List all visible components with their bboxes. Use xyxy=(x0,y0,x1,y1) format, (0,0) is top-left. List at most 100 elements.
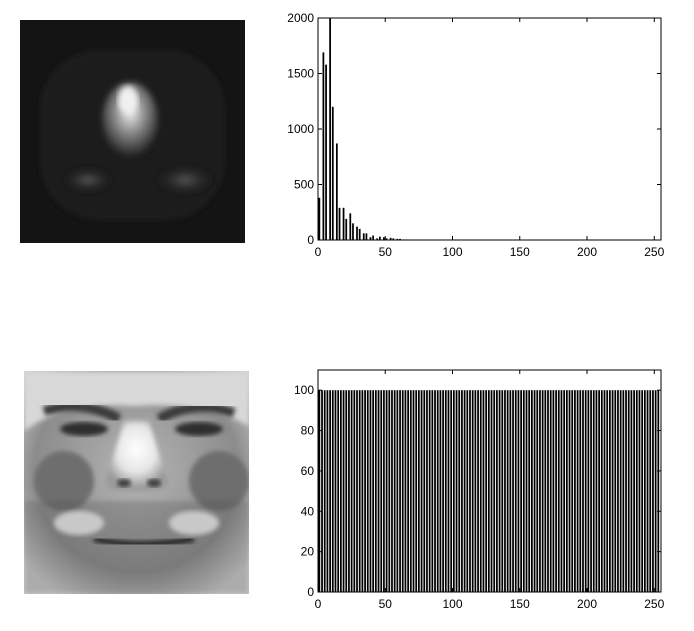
hist-equalized-bar xyxy=(517,390,520,592)
hist-equalized-bar xyxy=(321,390,323,592)
hist-equalized-bar xyxy=(323,390,326,592)
hist-equalized-bar xyxy=(630,390,633,592)
hist-equalized-bar xyxy=(584,390,587,592)
hist-equalized-bar xyxy=(439,390,442,592)
histogram-equalized: 0 50 100 150 200 250 0 20 40 60 80 100 xyxy=(294,369,665,611)
hist-original-bar xyxy=(338,207,341,240)
hist-equalized-bar xyxy=(409,390,412,592)
hist-equalized-bar xyxy=(614,390,617,592)
hist-equalized-bar xyxy=(531,390,533,592)
equalized-face-image xyxy=(24,371,249,594)
hist-equalized-bar xyxy=(603,390,606,592)
hist-original-bar xyxy=(329,18,331,240)
hist-equalized-bar xyxy=(555,390,557,592)
hist-equalized-bar xyxy=(512,390,514,592)
hist-equalized-bar xyxy=(533,390,536,592)
hist-equalized-bar xyxy=(404,390,407,592)
hist-equalized-x-tick-label: 0 xyxy=(315,597,322,611)
hist-equalized-bar xyxy=(434,390,436,592)
hist-equalized-bar xyxy=(482,390,485,592)
hist-equalized-bar xyxy=(447,390,450,592)
hist-original-bar xyxy=(331,106,334,240)
hist-equalized-bar xyxy=(318,390,321,592)
hist-equalized-bar xyxy=(345,390,348,592)
hist-equalized-bar xyxy=(598,390,600,592)
hist-original-bar xyxy=(322,52,325,240)
hist-equalized-bar xyxy=(461,390,463,592)
hist-equalized-bar xyxy=(458,390,461,592)
hist-equalized-bar xyxy=(544,390,547,592)
hist-original-bar xyxy=(318,197,321,240)
hist-original-bar xyxy=(372,235,375,240)
hist-equalized-bar xyxy=(420,390,423,592)
hist-original-bar xyxy=(335,143,338,240)
hist-equalized-bar xyxy=(643,390,646,592)
hist-equalized-bar xyxy=(635,390,638,592)
hist-equalized-bar xyxy=(490,390,493,592)
hist-original-bar xyxy=(383,237,385,240)
hist-equalized-bar xyxy=(396,390,399,592)
hist-equalized-bar xyxy=(348,390,350,592)
hist-original-x-tick-label: 150 xyxy=(510,245,530,259)
hist-original-bar xyxy=(403,239,405,240)
hist-equalized-bar xyxy=(501,390,504,592)
hist-original-bar xyxy=(325,64,327,240)
hist-equalized-bar xyxy=(442,390,444,592)
hist-equalized-bar xyxy=(606,390,609,592)
hist-original-y-tick-label: 2000 xyxy=(287,11,314,25)
hist-equalized-bar xyxy=(423,390,426,592)
hist-original-bar xyxy=(379,236,381,240)
hist-equalized-bar xyxy=(549,390,552,592)
hist-equalized-bar xyxy=(625,390,627,592)
hist-equalized-bar xyxy=(350,390,353,592)
hist-equalized-bar xyxy=(358,390,361,592)
hist-original-plot-frame xyxy=(317,17,662,241)
hist-equalized-bar xyxy=(574,390,576,592)
hist-equalized-bar xyxy=(617,390,619,592)
hist-original-bar xyxy=(389,237,392,240)
hist-original-bar xyxy=(365,233,368,240)
hist-equalized-bar xyxy=(541,390,544,592)
hist-equalized-bar xyxy=(600,390,603,592)
hist-equalized-bar xyxy=(466,390,469,592)
hist-equalized-bar xyxy=(388,390,391,592)
hist-equalized-bar xyxy=(654,390,657,592)
hist-equalized-bar xyxy=(329,390,331,592)
hist-equalized-bar xyxy=(646,390,649,592)
hist-original-y-tick-label: 1000 xyxy=(287,122,314,136)
hist-equalized-bar xyxy=(514,390,517,592)
hist-equalized-bar xyxy=(474,390,477,592)
hist-equalized-bar xyxy=(657,390,660,592)
hist-equalized-bar xyxy=(383,390,385,592)
hist-equalized-bar xyxy=(652,390,654,592)
hist-original-bar xyxy=(385,238,388,240)
hist-equalized-bar xyxy=(469,390,471,592)
hist-equalized-bar xyxy=(571,390,574,592)
histogram-original: 0 50 100 150 200 250 0 500 1000 1500 2000 xyxy=(287,11,664,259)
hist-original-x-tick-label: 0 xyxy=(315,245,322,259)
hist-equalized-bar xyxy=(506,390,509,592)
hist-equalized-bar xyxy=(479,390,482,592)
hist-equalized-bar xyxy=(334,390,337,592)
hist-equalized-bar xyxy=(528,390,531,592)
hist-original-bar xyxy=(396,238,399,240)
hist-equalized-bar xyxy=(374,390,377,592)
hist-original-x-tick-label: 100 xyxy=(442,245,462,259)
hist-equalized-y-tick-label: 80 xyxy=(301,424,315,438)
hist-original-y-tick-label: 1500 xyxy=(287,67,314,81)
hist-equalized-bar xyxy=(576,390,579,592)
hist-equalized-bar xyxy=(649,390,652,592)
hist-equalized-bar xyxy=(509,390,512,592)
hist-equalized-bar xyxy=(391,390,393,592)
hist-equalized-bar xyxy=(331,390,334,592)
hist-equalized-bar xyxy=(364,390,366,592)
hist-equalized-y-tick-label: 20 xyxy=(301,545,315,559)
hist-original-bar xyxy=(362,233,365,240)
hist-original-y-tick-label: 0 xyxy=(307,233,314,247)
hist-equalized-bar xyxy=(498,390,501,592)
hist-equalized-bar xyxy=(487,390,490,592)
hist-equalized-bar xyxy=(579,390,582,592)
hist-equalized-bar xyxy=(463,390,466,592)
hist-original-x-tick-label: 50 xyxy=(379,245,393,259)
hist-equalized-bar xyxy=(455,390,458,592)
